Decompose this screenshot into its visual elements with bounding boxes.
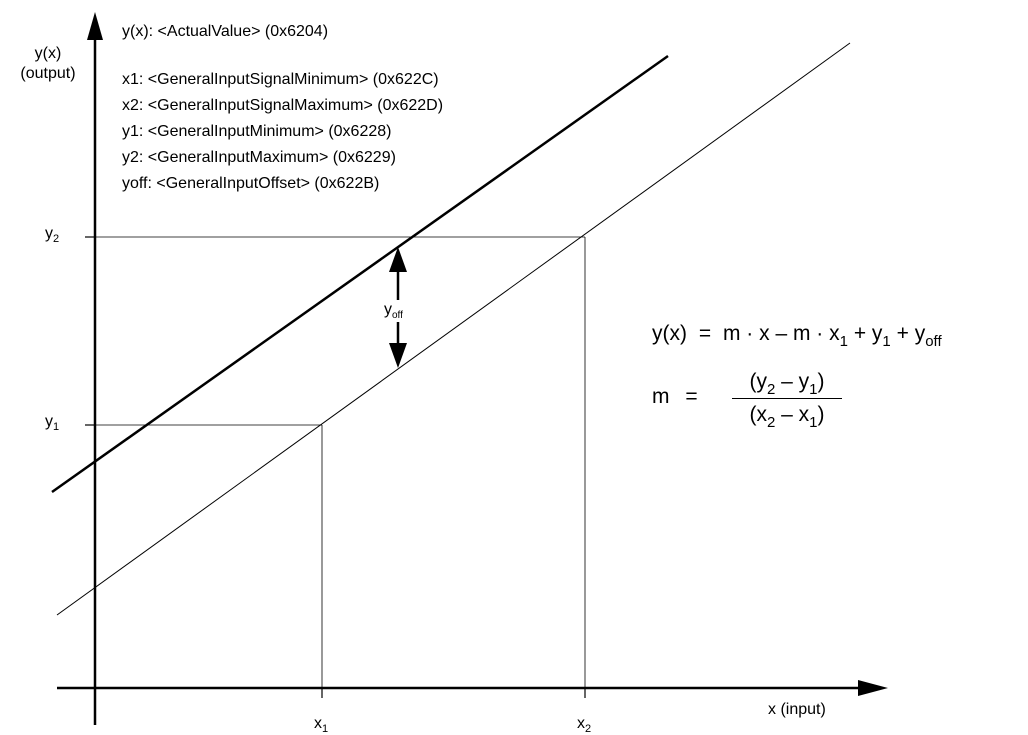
offset-line — [51, 54, 669, 494]
y-axis-label-top: y(x) — [34, 45, 62, 62]
x-axis-arrowhead — [858, 680, 888, 696]
legend-item-actual-value: y(x): <ActualValue> (0x6204) — [122, 23, 329, 40]
tick-label-y1: y1 — [45, 413, 60, 433]
offset-label: yoff — [384, 301, 403, 321]
y-axis-arrowhead — [87, 12, 103, 40]
tick-label-x1: x1 — [314, 715, 329, 735]
base-line — [56, 42, 851, 616]
slope-denominator: (x2 – x1) — [749, 403, 825, 431]
legend-item-x1: x1: <GeneralInputSignalMinimum> (0x622C) — [122, 71, 439, 88]
legend-item-yoff: yoff: <GeneralInputOffset> (0x622B) — [122, 175, 380, 192]
slope-formula-lhs: m = — [652, 385, 698, 408]
tick-label-y2: y2 — [45, 225, 60, 245]
slope-numerator: (y2 – y1) — [732, 370, 842, 399]
offset-arrow-head-down — [389, 343, 407, 368]
legend-item-y1: y1: <GeneralInputMinimum> (0x6228) — [122, 123, 392, 140]
y-axis-label-bottom: (output) — [20, 65, 76, 82]
formula-line: y(x) = m · x – m · x1 + y1 + yoff — [652, 322, 942, 350]
tick-label-x2: x2 — [577, 715, 592, 735]
offset-arrow-head-up — [389, 247, 407, 272]
y-axis-label: y(x) (output) — [8, 46, 88, 82]
x-axis-label: x (input) — [768, 701, 826, 718]
slope-fraction: (y2 – y1) (x2 – x1) — [732, 370, 842, 431]
legend-item-x2: x2: <GeneralInputSignalMaximum> (0x622D) — [122, 97, 444, 114]
legend-item-y2: y2: <GeneralInputMaximum> (0x6229) — [122, 149, 396, 166]
